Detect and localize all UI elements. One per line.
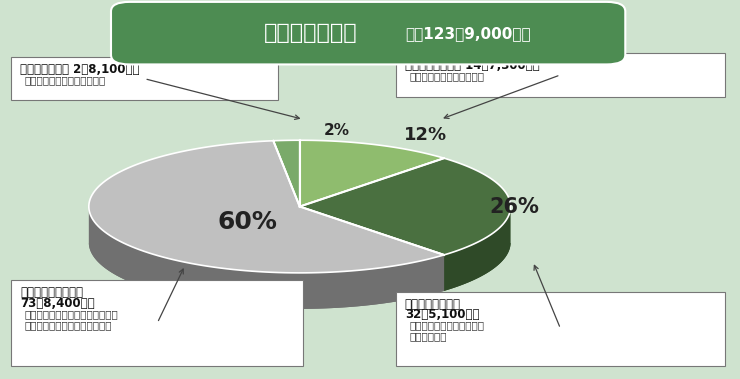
Polygon shape [89,243,444,309]
Polygon shape [273,140,300,207]
Text: かかるコスト: かかるコスト [409,331,447,341]
FancyBboxPatch shape [396,53,725,97]
Text: 支払利息などにかかるコスト: 支払利息などにかかるコスト [24,75,106,85]
Text: 社会保障給付費や補助金等、他会: 社会保障給付費や補助金等、他会 [24,309,118,319]
Text: 60%: 60% [218,210,278,234]
FancyBboxPatch shape [111,2,625,64]
Text: 12%: 12% [404,125,447,144]
FancyBboxPatch shape [11,57,278,100]
Polygon shape [89,207,444,309]
Text: 人件費などにかかるコスト: 人件費などにかかるコスト [409,71,484,81]
Polygon shape [300,140,444,207]
Text: 2%: 2% [323,123,350,138]
Text: 32億5,100万円: 32億5,100万円 [405,308,480,321]
Text: その他のコスト 2億8,100万円: その他のコスト 2億8,100万円 [20,63,139,75]
Polygon shape [444,207,511,291]
Polygon shape [89,141,444,273]
Text: 26%: 26% [489,197,539,216]
Text: 経常行政コスト: 経常行政コスト [264,23,357,43]
Text: 物にかかるコスト: 物にかかるコスト [405,298,461,310]
Text: 計への支出などにかかるコスト: 計への支出などにかかるコスト [24,320,112,330]
FancyBboxPatch shape [11,280,303,366]
Polygon shape [300,207,444,291]
Text: 物件費や減価償却費などに: 物件費や減価償却費などに [409,321,484,330]
Text: 総額123億9,000万円: 総額123億9,000万円 [406,26,531,41]
Polygon shape [300,207,444,291]
FancyBboxPatch shape [396,292,725,366]
Polygon shape [300,158,511,255]
Text: 人にかかるコスト 14億7,300万円: 人にかかるコスト 14億7,300万円 [405,59,539,72]
Polygon shape [300,243,511,291]
Text: 73億8,400万円: 73億8,400万円 [20,297,95,310]
Text: 移転支出的なコスト: 移転支出的なコスト [20,286,83,299]
